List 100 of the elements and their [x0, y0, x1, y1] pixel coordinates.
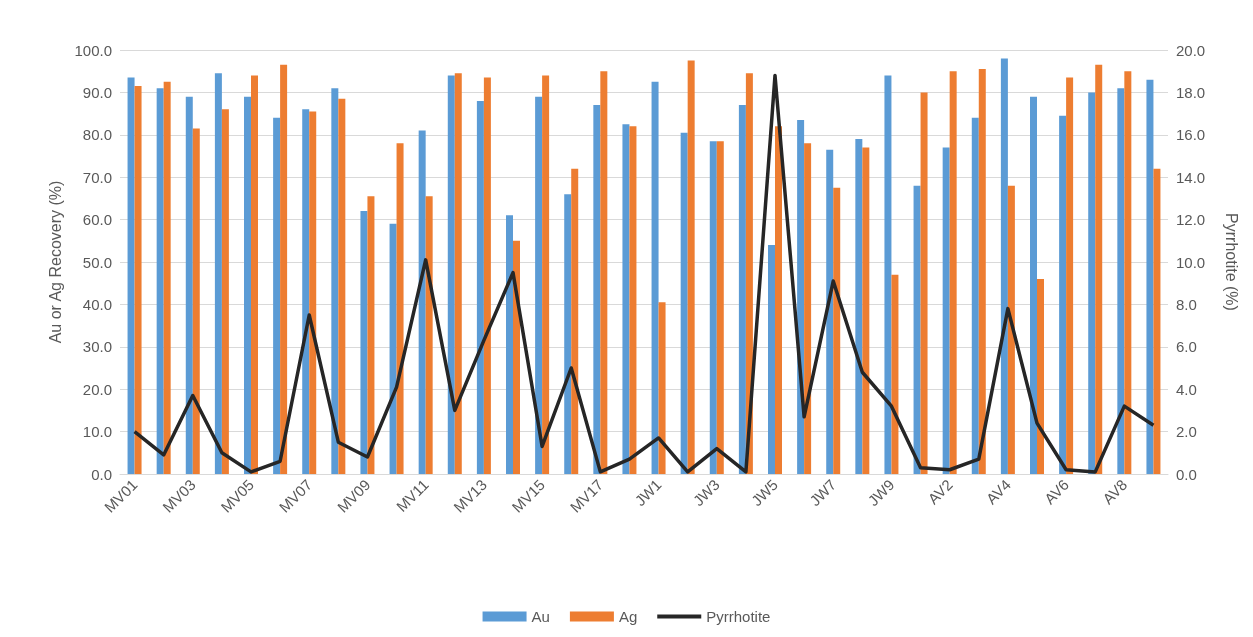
- bar: [251, 75, 258, 474]
- bar: [855, 139, 863, 474]
- bar: [280, 64, 288, 474]
- legend-label: Pyrrhotite: [706, 608, 771, 625]
- bar: [1059, 115, 1067, 474]
- y2-tick-label: 4.0: [1176, 380, 1197, 398]
- bar: [1037, 278, 1044, 474]
- bar: [273, 117, 281, 474]
- bar: [833, 187, 841, 474]
- y2-tick-label: 14.0: [1176, 168, 1206, 186]
- bar: [651, 81, 659, 474]
- bar: [658, 302, 666, 474]
- bar: [920, 92, 928, 474]
- y-axis-title: Au or Ag Recovery (%): [47, 180, 65, 344]
- y-tick-label: 60.0: [82, 211, 112, 229]
- bar: [804, 143, 812, 474]
- bar: [716, 141, 724, 474]
- bar: [309, 111, 317, 474]
- bar: [971, 117, 979, 474]
- bar: [1000, 58, 1008, 474]
- y-tick-label: 10.0: [82, 423, 112, 441]
- bar: [192, 128, 200, 474]
- bar: [949, 71, 957, 474]
- bar: [425, 196, 433, 474]
- x-tick-label: AV2: [924, 475, 956, 508]
- y2-tick-label: 8.0: [1176, 295, 1197, 313]
- bar: [127, 77, 135, 474]
- bar: [1007, 185, 1015, 474]
- bar: [826, 149, 834, 474]
- bar: [338, 98, 346, 474]
- bar: [1124, 71, 1132, 474]
- bar: [156, 88, 164, 474]
- bar: [513, 240, 520, 474]
- bar: [768, 245, 775, 474]
- y2-tick-label: 18.0: [1176, 83, 1206, 101]
- bar: [1088, 92, 1096, 474]
- legend-label: Au: [531, 608, 550, 625]
- bar: [680, 132, 688, 474]
- bar: [214, 73, 222, 474]
- bar: [454, 73, 462, 474]
- y-tick-label: 40.0: [82, 295, 112, 313]
- bar: [535, 96, 543, 474]
- bar: [476, 100, 484, 474]
- bar: [891, 274, 899, 474]
- bar: [1030, 96, 1037, 474]
- bar: [884, 75, 892, 474]
- y-tick-label: 0.0: [91, 465, 112, 483]
- bar: [389, 223, 397, 474]
- bar: [687, 60, 695, 474]
- bar: [360, 211, 368, 474]
- y2-tick-label: 2.0: [1176, 423, 1197, 441]
- bar: [542, 75, 550, 474]
- bar: [483, 77, 491, 474]
- bar: [1095, 64, 1103, 474]
- y-tick-label: 80.0: [82, 126, 112, 144]
- line-series: [132, 73, 1156, 474]
- bar: [506, 215, 513, 474]
- y2-axis-title: Pyrrhotite (%): [1222, 213, 1240, 311]
- x-tick-label: JW1: [631, 475, 665, 510]
- x-tick-label: AV8: [1099, 475, 1131, 508]
- y-tick-label: 20.0: [82, 380, 112, 398]
- y2-tick-label: 16.0: [1176, 126, 1206, 144]
- y2-tick-label: 6.0: [1176, 338, 1197, 356]
- bar: [1066, 77, 1074, 474]
- bar: [244, 96, 251, 474]
- bar: [862, 147, 870, 474]
- bar: [629, 126, 637, 474]
- bar: [418, 130, 426, 474]
- bar: [185, 96, 193, 474]
- x-tick-label: AV4: [982, 475, 1014, 508]
- bar: [738, 105, 746, 474]
- y-tick-label: 30.0: [82, 338, 112, 356]
- bar: [331, 88, 339, 474]
- y-tick-label: 70.0: [82, 168, 112, 186]
- bar: [600, 71, 608, 474]
- bar: [593, 105, 601, 474]
- bar: [163, 81, 171, 474]
- bar: [221, 109, 229, 474]
- x-tick-label: AV6: [1040, 475, 1073, 508]
- y-tick-label: 100.0: [74, 41, 112, 59]
- bar: [775, 126, 782, 474]
- bar: [622, 124, 630, 474]
- bar: [1117, 88, 1125, 474]
- bar: [913, 185, 921, 474]
- bar: [447, 75, 455, 474]
- bar: [1146, 79, 1154, 474]
- y2-tick-label: 10.0: [1176, 253, 1206, 271]
- bar: [302, 109, 310, 474]
- y-tick-label: 50.0: [82, 253, 112, 271]
- y2-tick-label: 0.0: [1176, 465, 1197, 483]
- bar: [942, 147, 950, 474]
- bar: [709, 141, 717, 474]
- y2-tick-label: 20.0: [1176, 41, 1206, 59]
- bar: [367, 196, 375, 474]
- bar: [571, 168, 579, 474]
- y-tick-label: 90.0: [82, 83, 112, 101]
- bar: [396, 143, 404, 474]
- bar: [134, 86, 142, 474]
- y2-tick-label: 12.0: [1176, 211, 1206, 229]
- bar: [978, 69, 986, 474]
